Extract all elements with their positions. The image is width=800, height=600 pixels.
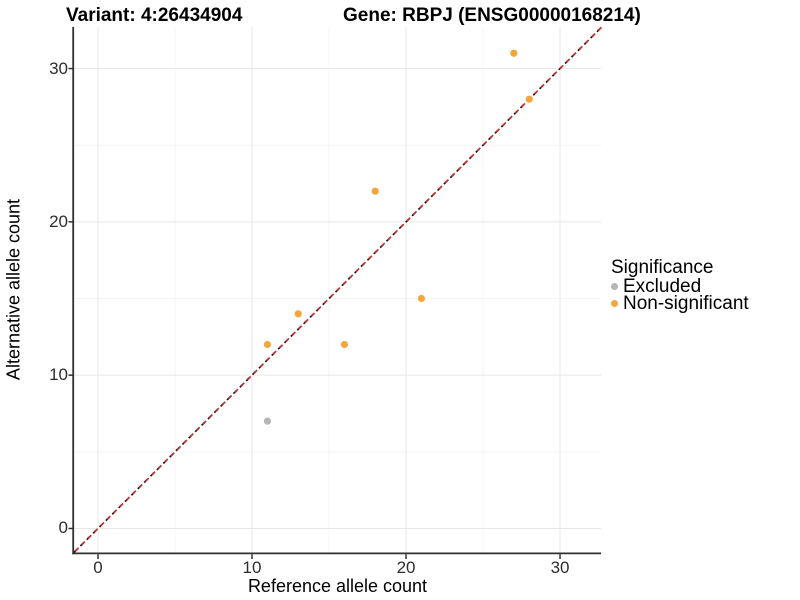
data-point-non-significant: [294, 310, 302, 318]
legend: Significance Excluded Non-significant: [611, 257, 749, 314]
y-tick-label: 20: [49, 211, 68, 231]
identity-dashed-line: [74, 25, 603, 552]
legend-dot-icon: [611, 300, 618, 307]
legend-item-label: Excluded: [623, 276, 702, 297]
y-tick-label: 10: [49, 365, 68, 385]
data-point-excluded: [263, 417, 272, 425]
y-tick-label: 0: [58, 518, 68, 538]
x-tick-label: 20: [396, 558, 416, 577]
x-tick-label: 30: [550, 558, 570, 577]
y-tick-label: 30: [49, 58, 68, 78]
legend-items: Excluded Non-significant: [611, 276, 749, 314]
legend-item: Non-significant: [611, 293, 749, 314]
variant-title: Variant: 4:26434904: [66, 5, 243, 26]
x-tick-label: 10: [242, 558, 262, 577]
data-point-non-significant: [510, 49, 518, 57]
data-point-non-significant: [263, 340, 272, 349]
legend-item-label: Non-significant: [623, 293, 749, 314]
legend-dot-icon: [611, 283, 618, 290]
gene-title: Gene: RBPJ (ENSG00000168214): [343, 5, 641, 26]
x-axis-title: Reference allele count: [247, 576, 428, 596]
data-point-non-significant: [525, 95, 533, 103]
x-tick-label: 0: [93, 558, 103, 577]
y-axis-title: Alternative allele count: [3, 198, 24, 381]
data-point-non-significant: [340, 340, 349, 349]
legend-item: Excluded: [611, 276, 749, 297]
legend-title: Significance: [611, 257, 714, 278]
data-point-non-significant: [417, 294, 426, 303]
data-point-non-significant: [371, 187, 379, 195]
